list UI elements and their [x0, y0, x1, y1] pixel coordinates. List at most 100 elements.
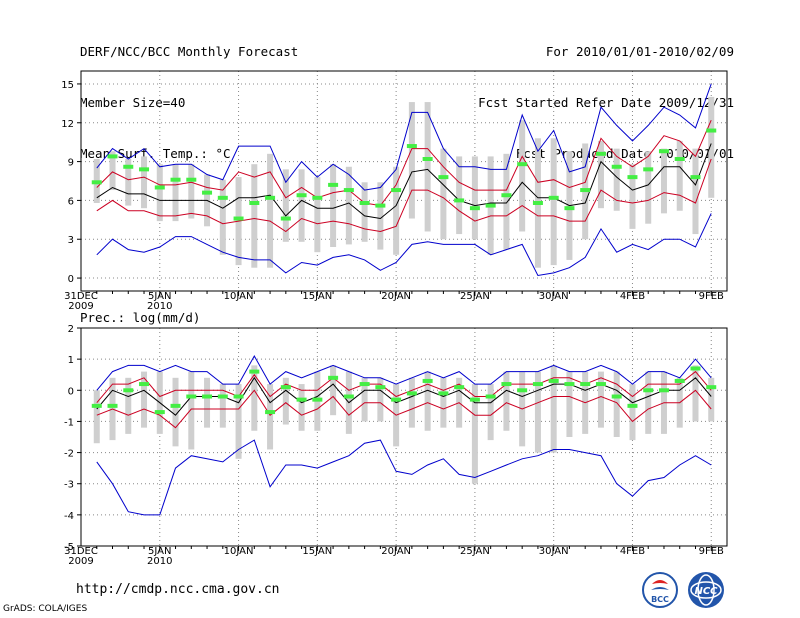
spread-box [534, 371, 541, 453]
median-marker [91, 403, 102, 408]
median-marker [202, 190, 213, 195]
x-tick-label: 9FEB [699, 546, 724, 557]
median-marker [233, 216, 244, 221]
spread-box [503, 153, 510, 250]
x-tick-label: 25JAN [460, 546, 490, 557]
median-marker [217, 195, 228, 200]
median-marker [532, 201, 543, 205]
spread-box [503, 371, 510, 431]
series-mean-line [96, 376, 712, 416]
median-marker [548, 195, 559, 200]
median-marker [202, 394, 213, 399]
spread-box [314, 177, 321, 253]
x-tick-label: 31DEC [64, 291, 98, 302]
y-tick-label: 1 [68, 355, 74, 366]
spread-box [125, 377, 132, 434]
plot-frame [80, 327, 728, 547]
series-p25-line [96, 158, 712, 233]
median-marker [312, 195, 323, 200]
median-marker [501, 382, 512, 387]
x-tick-label: 31DEC [64, 546, 98, 557]
median-marker [359, 201, 370, 205]
x-tick-label: 20JAN [381, 291, 411, 302]
median-marker [438, 175, 449, 180]
median-marker [611, 394, 622, 399]
median-marker [485, 203, 496, 208]
median-marker [375, 385, 386, 390]
median-marker [643, 388, 654, 393]
median-marker [249, 201, 260, 205]
median-marker [265, 410, 276, 415]
median-marker [595, 151, 606, 156]
spread-box [456, 156, 463, 235]
x-tick-label: 9FEB [699, 291, 724, 302]
header-right: For 2010/01/01-2010/02/09 Fcst Started R… [478, 12, 734, 181]
spread-box [676, 140, 683, 211]
x-tick-label: 15JAN [302, 546, 332, 557]
spread-box [188, 164, 195, 219]
spread-box [282, 377, 289, 425]
median-marker [580, 382, 591, 387]
spread-box [440, 377, 447, 428]
spread-box [282, 169, 289, 242]
median-marker [469, 206, 480, 211]
median-marker [469, 397, 480, 402]
median-marker [328, 375, 339, 380]
median-marker [107, 403, 118, 408]
median-marker [91, 180, 102, 185]
median-marker [564, 382, 575, 387]
median-marker [123, 164, 134, 169]
series-max-line [96, 354, 712, 391]
spread-box [156, 164, 163, 222]
forecast-started: Fcst Started Refer Date 2009/12/31 [478, 95, 734, 110]
spread-box [141, 156, 148, 209]
spread-box [393, 166, 400, 255]
spread-box [692, 365, 699, 422]
spread-box [471, 384, 478, 484]
spread-box [361, 182, 368, 242]
bcc-logo: BCC [642, 572, 678, 608]
x-tick-label: 20JAN [381, 546, 411, 557]
series-p25-line [96, 389, 712, 429]
spread-box [440, 148, 447, 240]
median-marker [343, 188, 354, 193]
spread-box [330, 164, 337, 247]
spread-box [613, 148, 620, 211]
spread-box [219, 384, 226, 428]
spread-box [377, 182, 384, 250]
y-tick-label: -3 [64, 480, 74, 491]
spread-box [487, 384, 494, 441]
x-tick-year-label: 2009 [68, 301, 93, 312]
spread-box [519, 120, 526, 232]
x-tick-label: 10JAN [224, 291, 254, 302]
spread-box [361, 377, 368, 422]
spread-box [93, 390, 100, 444]
spread-box [172, 377, 179, 447]
median-marker [375, 203, 386, 208]
median-marker [343, 394, 354, 399]
median-marker [595, 382, 606, 387]
spread-box [251, 164, 258, 268]
y-tick-label: 2 [68, 324, 74, 335]
spread-box [645, 371, 652, 434]
series-min-line [96, 213, 712, 277]
median-marker [548, 378, 559, 383]
median-marker [501, 193, 512, 198]
median-marker [139, 382, 150, 387]
source-url[interactable]: http://cmdp.ncc.cma.gov.cn [76, 582, 280, 597]
ncc-logo: NCC [688, 572, 724, 608]
spread-box [613, 371, 620, 437]
y-tick-label: 12 [61, 119, 74, 130]
spread-box [550, 138, 557, 266]
median-marker [422, 157, 433, 161]
x-tick-label: 15JAN [302, 291, 332, 302]
spread-box [235, 384, 242, 459]
spread-box [141, 371, 148, 428]
y-tick-label: 9 [68, 158, 74, 169]
x-tick-year-label: 2010 [147, 301, 172, 312]
x-tick-label: 5JAN [148, 291, 171, 302]
median-marker [438, 391, 449, 396]
spread-box [550, 365, 557, 453]
bcc-logo-text: BCC [651, 595, 669, 604]
